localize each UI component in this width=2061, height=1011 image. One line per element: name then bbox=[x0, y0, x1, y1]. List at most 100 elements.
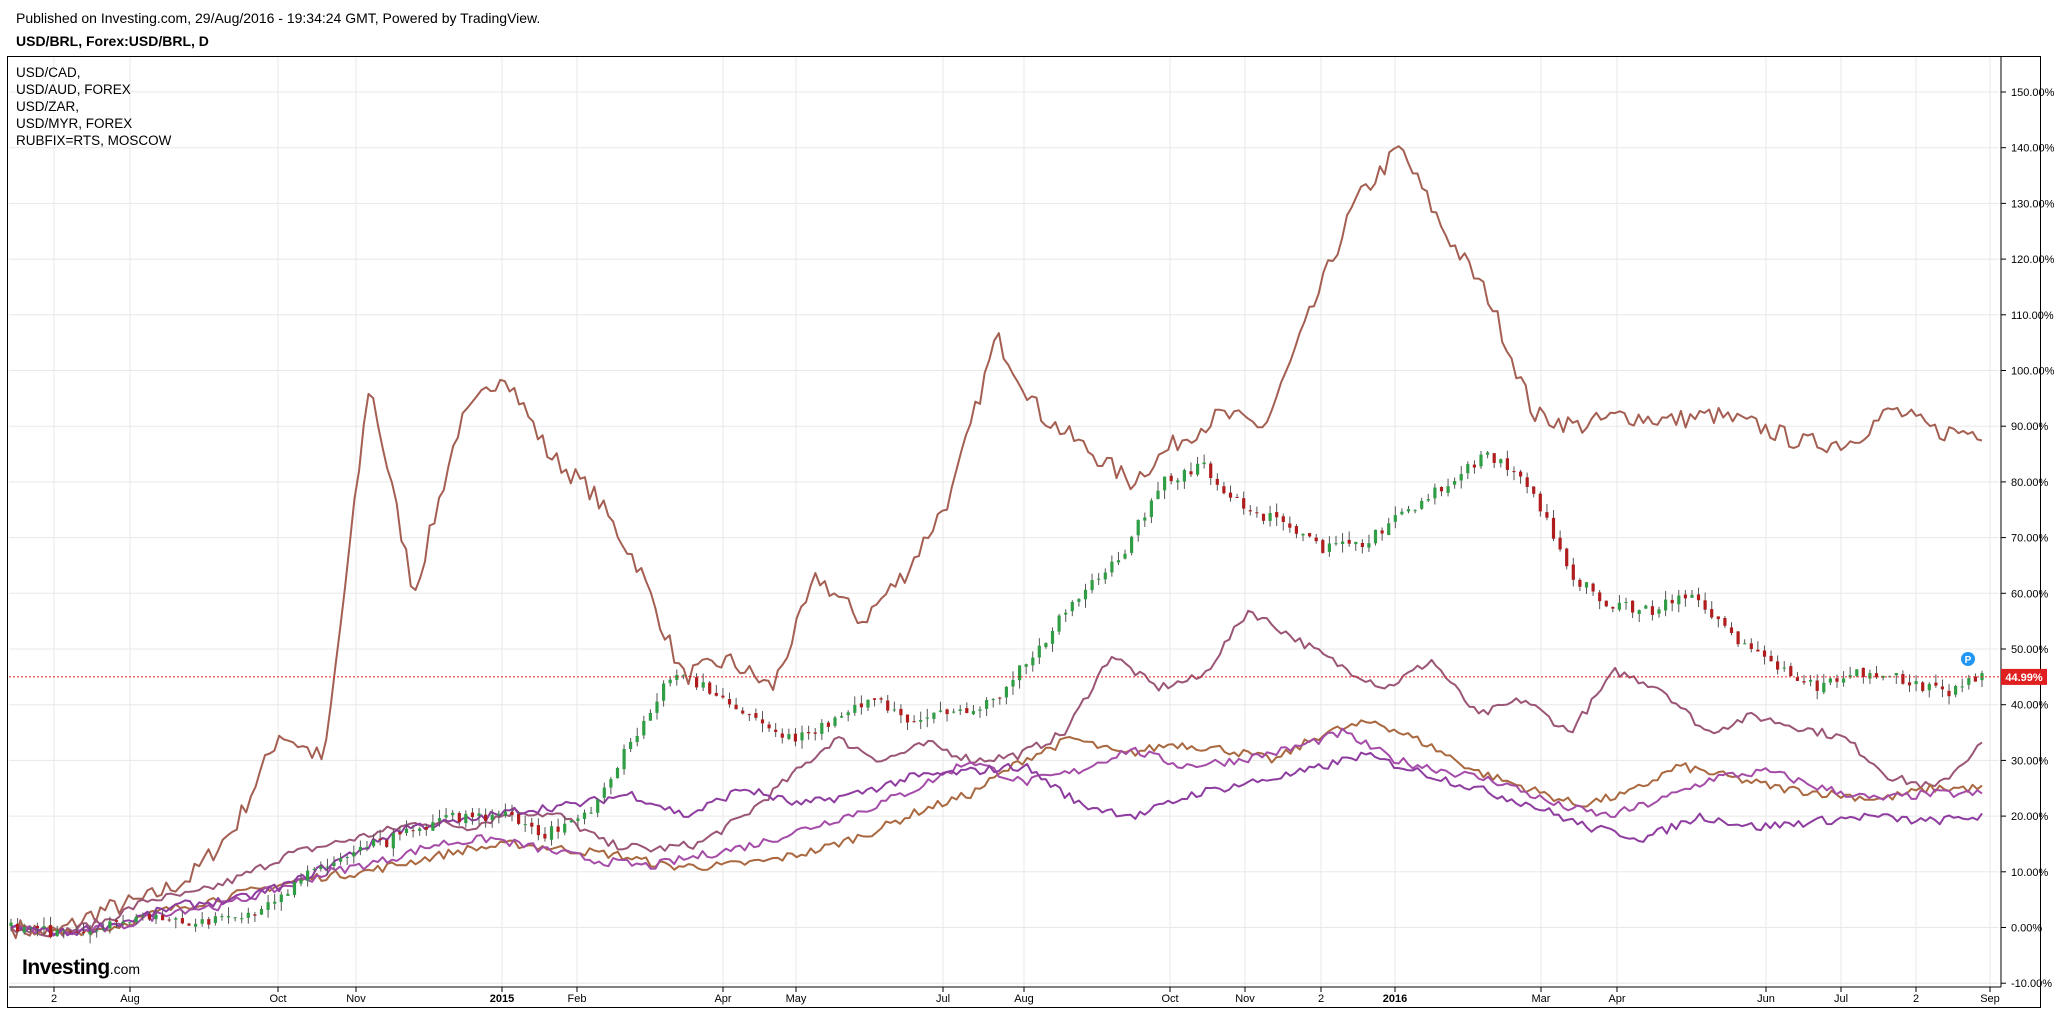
candle-body bbox=[1406, 509, 1411, 512]
candle-body bbox=[1762, 650, 1767, 657]
legend-item-usd-aud[interactable]: USD/AUD, FOREX bbox=[16, 82, 131, 97]
candle-body bbox=[464, 813, 468, 824]
candle-body bbox=[437, 818, 442, 822]
candle-body bbox=[1321, 540, 1325, 553]
candle-body bbox=[1242, 498, 1246, 509]
series-line[interactable] bbox=[10, 719, 1983, 937]
candle-body bbox=[1466, 464, 1470, 474]
x-tick-label: Jul bbox=[936, 993, 950, 1005]
series-line[interactable] bbox=[10, 609, 1983, 938]
usd-brl-candles bbox=[9, 450, 1984, 944]
candle-body bbox=[121, 921, 125, 924]
candle-body bbox=[154, 914, 158, 920]
candle-body bbox=[1275, 512, 1279, 518]
candle-body bbox=[622, 749, 626, 770]
candle-body bbox=[339, 858, 343, 862]
candle-body bbox=[55, 930, 59, 937]
candle-body bbox=[352, 852, 356, 857]
candle-body bbox=[1499, 459, 1503, 464]
candle-body bbox=[886, 700, 890, 711]
candle-body bbox=[180, 918, 184, 924]
chart-symbol-title: USD/BRL, Forex:USD/BRL, D bbox=[16, 33, 209, 49]
legend: USD/CAD, USD/AUD, FOREX USD/ZAR, USD/MYR… bbox=[16, 64, 171, 149]
candle-body bbox=[378, 838, 382, 840]
series-line[interactable] bbox=[10, 751, 1983, 937]
candle-body bbox=[1940, 686, 1944, 690]
y-tick-label: 50.00% bbox=[2011, 644, 2049, 656]
candle-body bbox=[872, 698, 877, 700]
candle-body bbox=[1729, 627, 1734, 633]
comparison-series bbox=[10, 145, 1983, 940]
candle-body bbox=[971, 711, 975, 715]
y-tick-label: 70.00% bbox=[2011, 533, 2049, 545]
candle-body bbox=[1861, 667, 1865, 678]
x-tick-label: Nov bbox=[346, 993, 366, 1005]
candle-body bbox=[1611, 607, 1615, 609]
candle-body bbox=[470, 812, 474, 818]
y-tick-label: 110.00% bbox=[2011, 310, 2054, 322]
candle-body bbox=[1954, 686, 1958, 695]
logo-suffix: .com bbox=[109, 961, 141, 977]
y-tick-label: 20.00% bbox=[2011, 811, 2049, 823]
candle-body bbox=[1281, 516, 1285, 522]
candle-body bbox=[418, 828, 422, 831]
y-tick-label: 120.00% bbox=[2011, 254, 2055, 266]
candle-body bbox=[1235, 497, 1239, 498]
series-line[interactable] bbox=[10, 145, 1983, 940]
candle-body bbox=[1426, 499, 1430, 501]
candle-body bbox=[365, 846, 369, 848]
candle-body bbox=[259, 909, 264, 915]
candle-body bbox=[1624, 602, 1628, 603]
x-tick-label: May bbox=[786, 993, 807, 1005]
legend-item-usd-myr[interactable]: USD/MYR, FOREX bbox=[16, 116, 133, 131]
candle-body bbox=[1163, 476, 1167, 491]
candle-body bbox=[642, 720, 646, 736]
candle-body bbox=[306, 870, 310, 881]
candle-body bbox=[1077, 599, 1081, 602]
candle-body bbox=[1116, 560, 1121, 563]
candle-body bbox=[1657, 609, 1661, 614]
candle-body bbox=[589, 812, 593, 814]
candle-body bbox=[1387, 523, 1391, 535]
candle-body bbox=[1664, 599, 1668, 611]
legend-item-usd-zar[interactable]: USD/ZAR, bbox=[16, 99, 80, 114]
legend-item-rubfix[interactable]: RUBFIX=RTS, MOSCOW bbox=[16, 133, 172, 148]
candle-body bbox=[1314, 537, 1318, 542]
price-axis: -10.00% 0.00% 10.00% 20.00% 30.00% 40.00% 50.0… bbox=[2000, 57, 2055, 990]
candle-body bbox=[1294, 526, 1298, 534]
candle-body bbox=[391, 833, 395, 849]
candle-body bbox=[1934, 682, 1938, 686]
last-price-badge[interactable] bbox=[2001, 668, 2047, 685]
p-marker-icon[interactable] bbox=[1961, 652, 1975, 666]
candle-body bbox=[879, 698, 883, 700]
candle-body bbox=[1130, 536, 1134, 553]
candle-body bbox=[1347, 539, 1351, 544]
candle-body bbox=[9, 922, 13, 926]
legend-item-usd-cad[interactable]: USD/CAD, bbox=[16, 65, 81, 80]
x-tick-label: Oct bbox=[269, 993, 286, 1005]
candle-body bbox=[141, 915, 145, 917]
candle-body bbox=[1044, 642, 1048, 648]
candle-body bbox=[965, 708, 969, 713]
candle-body bbox=[484, 814, 488, 821]
candle-body bbox=[549, 826, 554, 840]
y-tick-label: 30.00% bbox=[2011, 755, 2049, 767]
candle-body bbox=[826, 722, 830, 727]
candle-body bbox=[1255, 512, 1259, 514]
candle-body bbox=[1519, 471, 1523, 477]
x-tick-label: 2 bbox=[51, 993, 57, 1005]
candle-body bbox=[569, 820, 573, 823]
candle-body bbox=[1782, 667, 1786, 669]
candle-body bbox=[1176, 480, 1180, 483]
candle-body bbox=[1505, 458, 1509, 470]
candle-body bbox=[1169, 475, 1173, 482]
y-tick-label: -10.00% bbox=[2011, 978, 2052, 990]
candle-body bbox=[774, 729, 778, 732]
candle-body bbox=[1677, 595, 1681, 605]
candle-body bbox=[1743, 643, 1747, 645]
candle-body bbox=[1670, 599, 1674, 604]
candle-body bbox=[1380, 530, 1384, 534]
candle-body bbox=[932, 712, 936, 719]
y-tick-label: 100.00% bbox=[2011, 366, 2055, 378]
